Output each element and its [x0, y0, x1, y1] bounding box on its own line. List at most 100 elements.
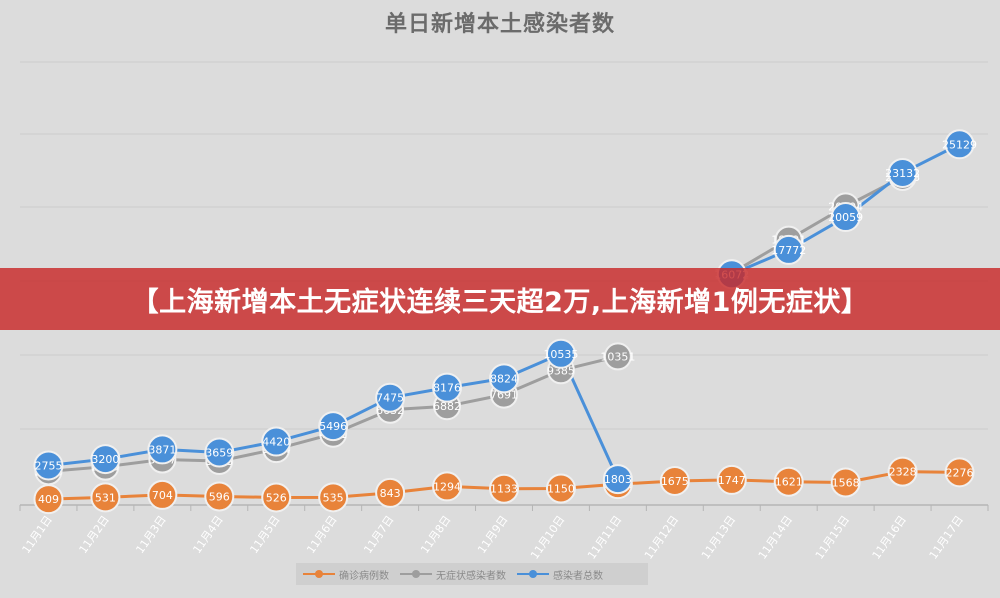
data-point	[489, 363, 519, 394]
data-point	[432, 471, 463, 502]
data-point	[830, 202, 861, 233]
data-point	[887, 157, 918, 188]
data-label: 23132	[885, 167, 920, 180]
data-point	[659, 465, 690, 496]
x-tick-label: 11月12日	[642, 513, 681, 561]
x-tick-label: 11月7日	[361, 513, 396, 556]
x-tick-label: 11月10日	[528, 513, 567, 561]
data-point	[432, 372, 463, 403]
x-tick-label: 11月4日	[190, 513, 225, 556]
data-point	[716, 464, 747, 495]
data-point	[773, 234, 804, 265]
data-point	[261, 482, 292, 513]
legend-label: 无症状感染者数	[436, 570, 506, 582]
data-label: 4420	[262, 436, 290, 449]
x-tick-label: 11月17日	[927, 513, 966, 561]
chart-legend: 确诊病例数 无症状感染者数 感染者总数	[296, 563, 648, 585]
data-label: 1747	[718, 474, 746, 487]
data-label: 843	[380, 487, 401, 500]
data-label: 6882	[433, 400, 461, 413]
legend-swatch-gray	[400, 570, 432, 578]
data-label: 9385	[547, 364, 575, 377]
x-tick-label: 11月13日	[699, 513, 738, 561]
data-label: 8824	[490, 372, 518, 385]
data-label: 10351	[600, 350, 635, 363]
data-label: 7475	[376, 392, 404, 405]
x-tick-label: 11月3日	[133, 513, 168, 556]
data-point	[944, 129, 975, 160]
legend-item-total[interactable]: 感染者总数	[516, 567, 603, 582]
data-point	[90, 482, 121, 513]
data-label: 2276	[946, 466, 974, 479]
data-label: 25129	[942, 138, 977, 151]
headline-banner: 【上海新增本土无症状连续三天超2万,上海新增1例无症状】	[0, 268, 1000, 330]
data-label: 1150	[547, 482, 575, 495]
x-tick-label: 11月16日	[870, 513, 909, 561]
data-label: 1803	[604, 473, 632, 486]
data-label: 3200	[91, 453, 119, 466]
data-label: 596	[209, 490, 230, 503]
data-point	[204, 437, 235, 468]
data-point	[261, 426, 292, 457]
data-label: 2755	[34, 459, 62, 472]
data-point	[147, 479, 178, 510]
data-point	[318, 482, 349, 513]
data-label: 1294	[433, 480, 461, 493]
data-point	[375, 477, 406, 508]
data-point	[90, 444, 121, 475]
legend-label: 感染者总数	[553, 570, 603, 582]
data-label: 5496	[319, 420, 347, 433]
data-point	[602, 464, 633, 495]
data-point	[944, 457, 975, 488]
data-point	[545, 338, 576, 369]
x-tick-label: 11月1日	[20, 513, 55, 556]
x-tick-label: 11月2日	[77, 513, 112, 556]
data-point	[603, 342, 632, 371]
x-tick-label: 11月15日	[813, 513, 852, 561]
data-point	[887, 456, 918, 487]
x-tick-label: 11月14日	[756, 513, 795, 561]
data-label: 3659	[205, 446, 233, 459]
headline-text: 【上海新增本土无症状连续三天超2万,上海新增1例无症状】	[131, 286, 869, 318]
legend-swatch-orange	[303, 570, 335, 578]
data-point	[830, 467, 861, 498]
data-label: 535	[323, 491, 344, 504]
data-label: 3871	[148, 443, 176, 456]
data-label: 1675	[661, 475, 689, 488]
data-point	[318, 411, 349, 442]
x-tick-label: 11月11日	[585, 513, 624, 561]
legend-swatch-blue	[517, 570, 549, 578]
data-label: 1133	[490, 483, 518, 496]
data-label: 8176	[433, 382, 461, 395]
data-point	[33, 450, 64, 481]
series-layer: 4095317045965265358431294113311501452167…	[33, 129, 977, 515]
series-line	[731, 175, 904, 275]
x-axis: 11月1日 11月2日 11月3日 11月4日 11月5日 11月6日 11月7日 11月8日…	[19, 504, 989, 562]
x-tick-label: 11月8日	[418, 513, 453, 556]
legend-item-asymptomatic[interactable]: 无症状感染者数	[399, 567, 506, 582]
x-tick-label: 11月6日	[304, 513, 339, 556]
data-point	[489, 473, 519, 504]
x-tick-label: 11月5日	[247, 513, 282, 556]
data-label: 2328	[889, 466, 917, 479]
data-point	[147, 434, 178, 465]
data-label: 1568	[832, 476, 860, 489]
chart-title: 单日新增本土感染者数	[384, 12, 615, 37]
data-label: 20059	[828, 211, 863, 224]
data-label: 526	[266, 491, 287, 504]
legend-label: 确诊病例数	[339, 570, 389, 582]
x-tick-label: 11月9日	[475, 513, 510, 556]
data-point	[545, 473, 576, 504]
data-label: 409	[38, 493, 59, 506]
data-point	[375, 382, 406, 413]
data-label: 10535	[543, 348, 578, 361]
data-label: 531	[95, 491, 116, 504]
data-label: 17772	[771, 244, 806, 257]
data-point	[204, 481, 235, 512]
data-point	[773, 466, 804, 497]
data-label: 1621	[775, 476, 803, 489]
data-label: 7691	[490, 389, 518, 402]
legend-item-confirmed[interactable]: 确诊病例数	[302, 567, 389, 582]
data-label: 704	[152, 489, 173, 502]
